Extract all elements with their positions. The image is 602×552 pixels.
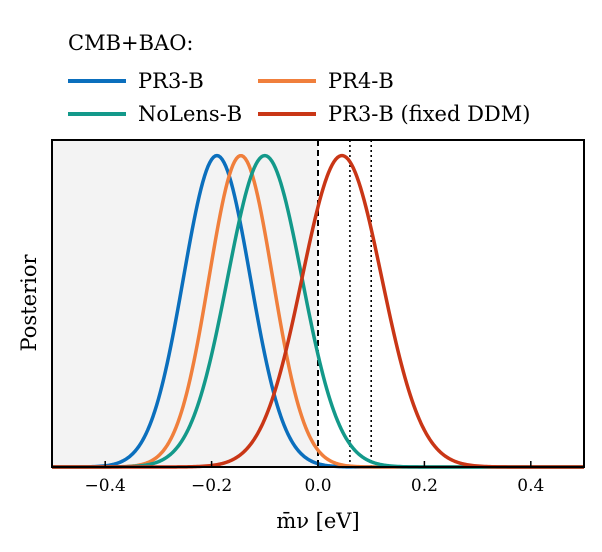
x-tick-label-1: −0.2 — [191, 476, 232, 496]
legend-label-pr4-b: PR4-B — [328, 69, 394, 93]
x-tick-label-0: −0.4 — [85, 476, 126, 496]
x-axis-title: m̄ν [eV] — [276, 509, 359, 533]
x-tick-label-3: 0.2 — [411, 476, 438, 496]
shaded-region — [52, 140, 318, 467]
x-tick-label-2: 0.0 — [304, 476, 331, 496]
x-tick-label-4: 0.4 — [517, 476, 544, 496]
legend: CMB+BAO: PR3-B PR4-B NoLens-B PR3-B (fix… — [68, 31, 530, 126]
legend-label-nolens-b: NoLens-B — [138, 102, 242, 126]
y-axis-title: Posterior — [17, 254, 41, 352]
legend-label-pr3-b: PR3-B — [138, 69, 204, 93]
legend-title: CMB+BAO: — [68, 31, 194, 55]
plot-area: −0.4 −0.2 0.0 0.2 0.4 — [51, 139, 585, 496]
legend-label-pr3-b-fixed-ddm: PR3-B (fixed DDM) — [328, 102, 530, 126]
